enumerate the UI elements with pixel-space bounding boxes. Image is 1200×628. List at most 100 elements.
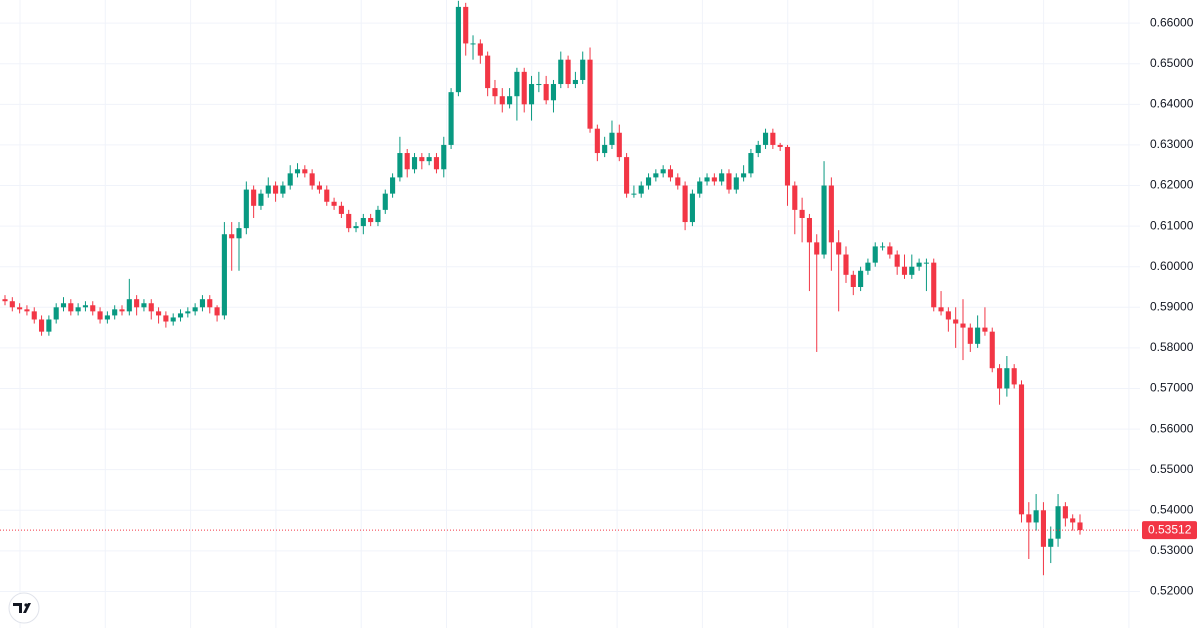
candle-body xyxy=(39,319,45,332)
candle-body xyxy=(784,146,791,186)
candle-body xyxy=(550,84,557,101)
candle-body xyxy=(653,173,659,178)
candle-body xyxy=(280,185,286,194)
candle-body xyxy=(543,84,549,101)
y-tick-label: 0.62000 xyxy=(1150,178,1194,192)
candle-body xyxy=(660,169,666,174)
candle-body xyxy=(302,169,308,174)
candle-body xyxy=(397,153,403,178)
y-tick-label: 0.61000 xyxy=(1150,218,1194,232)
candle-body xyxy=(324,189,330,202)
candle-body xyxy=(463,6,469,44)
y-tick-label: 0.64000 xyxy=(1150,97,1194,111)
candle-body xyxy=(316,185,323,190)
candle-body xyxy=(675,177,681,186)
candle-body xyxy=(953,319,959,324)
candle-body xyxy=(792,185,798,210)
price-axis: 0.52000 0.53000 0.54000 0.55000 0.56000 0.570… xyxy=(0,15,1197,598)
candle-body xyxy=(821,185,827,255)
grid xyxy=(0,0,1140,628)
candle-body xyxy=(338,205,344,214)
candle-body xyxy=(104,315,110,320)
candle-body xyxy=(375,209,381,223)
candle-body xyxy=(53,307,59,320)
logo xyxy=(8,592,40,624)
candle-body xyxy=(411,157,418,170)
candle-body xyxy=(572,79,578,85)
candle-body xyxy=(485,55,491,89)
candle-body xyxy=(236,228,242,239)
candle-body xyxy=(975,327,981,344)
candle-body xyxy=(814,242,820,255)
candle-body xyxy=(221,234,227,316)
candle-body xyxy=(799,209,805,218)
candle-body xyxy=(170,317,176,322)
candle-body xyxy=(697,181,703,194)
candle-body xyxy=(134,299,140,308)
candle-body xyxy=(536,84,542,86)
candle-body xyxy=(704,177,710,182)
candle-body xyxy=(426,157,432,162)
candle-body xyxy=(273,185,279,194)
candles xyxy=(2,0,1083,576)
candle-body xyxy=(229,234,235,239)
candle-body xyxy=(748,153,754,174)
y-tick-label: 0.52000 xyxy=(1150,584,1194,598)
candle-body xyxy=(667,169,674,178)
candle-body xyxy=(580,59,586,80)
candle-body xyxy=(638,185,644,194)
candle-body xyxy=(382,193,388,210)
y-tick-label: 0.59000 xyxy=(1150,299,1194,313)
candle-body xyxy=(477,43,483,56)
candle-body xyxy=(368,217,374,223)
candle-body xyxy=(938,307,944,312)
candle-body xyxy=(82,305,89,308)
candle-body xyxy=(112,309,118,316)
candle-body xyxy=(148,303,154,312)
candle-body xyxy=(872,246,878,263)
logo-dot xyxy=(24,603,28,607)
candle-body xyxy=(433,157,440,170)
y-tick-label: 0.56000 xyxy=(1150,421,1194,435)
candle-body xyxy=(214,307,220,316)
candle-body xyxy=(733,177,739,190)
candle-body xyxy=(331,201,337,206)
candle-body xyxy=(9,301,15,308)
candle-body xyxy=(346,213,352,229)
candle-body xyxy=(141,303,147,308)
candle-body xyxy=(645,177,652,186)
candle-body xyxy=(609,132,615,145)
candle-body xyxy=(17,307,23,310)
candle-body xyxy=(499,96,505,105)
candle-body xyxy=(1055,506,1061,539)
candle-body xyxy=(828,185,834,243)
candle-body xyxy=(156,311,162,316)
candle-body xyxy=(31,311,37,320)
candle-body xyxy=(251,189,257,206)
candle-body xyxy=(741,173,747,178)
candle-body xyxy=(616,132,622,158)
candle-body xyxy=(470,43,476,45)
candle-body xyxy=(631,193,637,195)
candle-body xyxy=(528,84,535,105)
candle-body xyxy=(1040,510,1046,547)
candle-body xyxy=(97,311,103,320)
y-tick-label: 0.58000 xyxy=(1150,340,1194,354)
candle-body xyxy=(163,315,169,322)
candle-body xyxy=(711,177,717,182)
candle-body xyxy=(353,226,359,229)
candle-body xyxy=(1018,384,1025,515)
candle-body xyxy=(46,319,52,332)
candle-body xyxy=(75,307,81,312)
candle-body xyxy=(309,173,315,186)
candle-body xyxy=(960,323,966,328)
candle-body xyxy=(492,88,498,97)
candle-body xyxy=(1062,506,1068,519)
y-tick-label: 0.57000 xyxy=(1150,381,1194,395)
candle-body xyxy=(514,71,520,97)
candle-body xyxy=(404,153,410,170)
candle-body xyxy=(68,303,74,312)
candle-body xyxy=(1026,514,1032,523)
candle-body xyxy=(989,331,995,369)
candle-body xyxy=(967,327,973,344)
